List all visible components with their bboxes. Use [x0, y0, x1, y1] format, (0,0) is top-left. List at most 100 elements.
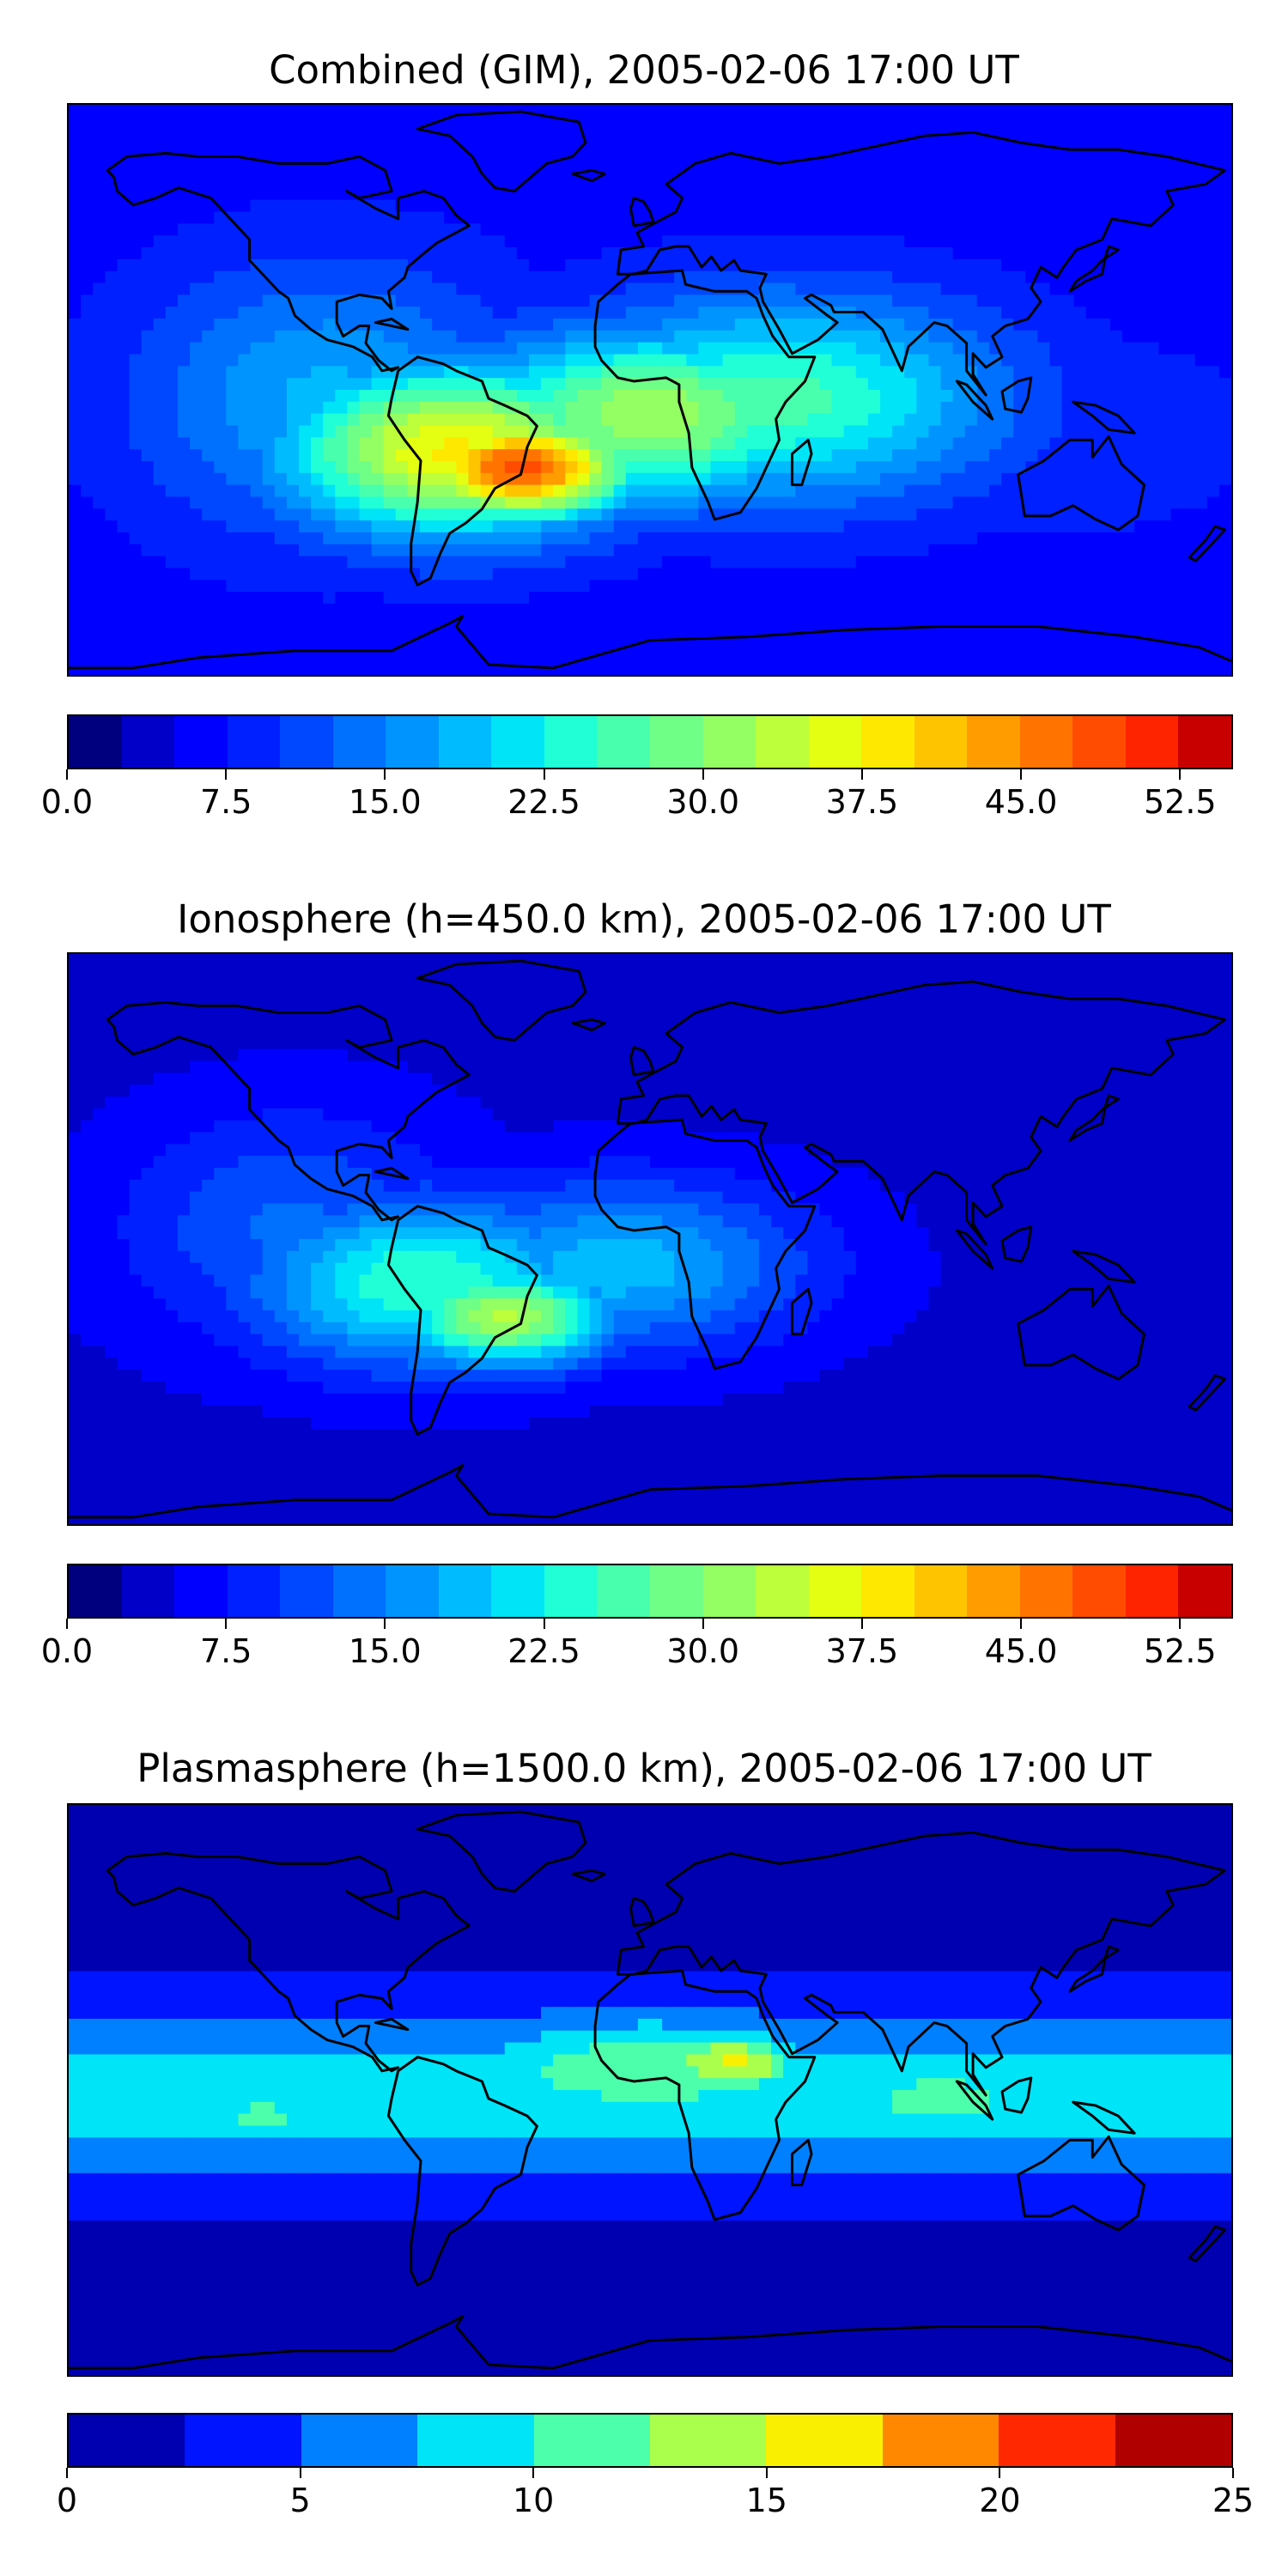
colorbar-segment — [882, 2415, 999, 2466]
colorbar-tick — [299, 2468, 301, 2478]
colorbar-segment — [861, 1565, 914, 1617]
colorbar-segment — [301, 2415, 418, 2466]
coastline-borneo — [1000, 376, 1033, 414]
colorbar-segment — [332, 1565, 386, 1617]
colorbar-segment — [121, 1565, 175, 1617]
colorbar-tick-label: 15.0 — [349, 1632, 422, 1670]
colorbar-segment — [174, 1565, 228, 1617]
coastline-indonesia — [955, 380, 994, 421]
coastline-new-guinea — [1072, 2100, 1136, 2135]
coastline-antarctica — [69, 1464, 1231, 1519]
coastline-australia — [1017, 1284, 1145, 1381]
colorbar-segment — [544, 716, 598, 768]
coastline-africa — [593, 269, 817, 521]
coastline-africa — [593, 1118, 817, 1370]
colorbar-tick — [225, 1619, 228, 1629]
colorbar-tick — [384, 769, 386, 780]
colorbar-tick-label: 37.5 — [825, 783, 899, 821]
coastline-indonesia — [955, 2080, 994, 2121]
colorbar-segment — [808, 716, 862, 768]
coastline-australia — [1017, 434, 1145, 532]
colorbar-segment — [597, 1565, 651, 1617]
colorbar-segment — [280, 1565, 333, 1617]
coastline-greenland — [416, 1810, 587, 1893]
colorbar-ionosphere — [67, 1564, 1233, 1619]
colorbar-tick — [225, 769, 228, 780]
coastline-indonesia — [955, 1229, 994, 1270]
coastline-greenland — [416, 110, 587, 193]
colorbar-tick-label: 15.0 — [349, 783, 422, 821]
colorbar-segment — [650, 716, 703, 768]
coastline-iceland — [571, 1868, 606, 1883]
colorbar-tick-label: 52.5 — [1143, 1632, 1217, 1670]
colorbar-tick-label: 7.5 — [199, 1632, 252, 1670]
colorbar-segment — [332, 716, 386, 768]
colorbar-segment — [650, 2415, 767, 2466]
colorbar-segment — [861, 716, 914, 768]
panel-title: Plasmasphere (h=1500.0 km), 2005-02-06 1… — [137, 1746, 1151, 1791]
colorbar-tick — [66, 769, 68, 780]
coastline-cuba — [374, 2018, 410, 2032]
coastline-japan — [1068, 245, 1120, 293]
colorbar-tick — [1179, 1619, 1182, 1629]
colorbar-segment — [597, 716, 651, 768]
contour-fill — [69, 1805, 1231, 2375]
contour-fill — [69, 954, 1231, 1524]
colorbar-tick — [543, 1619, 545, 1629]
coastline-south-america — [386, 355, 538, 586]
colorbar-segment — [386, 716, 439, 768]
colorbar-tick-label: 0.0 — [40, 1632, 94, 1670]
colorbar-segment — [69, 716, 122, 768]
coastline-south-america — [386, 1205, 538, 1436]
map-combined — [67, 103, 1233, 677]
coastlines — [69, 110, 1231, 670]
coastline-iceland — [571, 1018, 606, 1032]
colorbar-segment — [280, 716, 333, 768]
colorbar-tick-label: 22.5 — [507, 1632, 580, 1670]
coastline-borneo — [1000, 1225, 1033, 1263]
colorbar-tick-label: 15 — [745, 2482, 787, 2519]
colorbar-segment — [999, 2415, 1115, 2466]
coastline-eurasia — [616, 131, 1227, 397]
colorbar-tick — [860, 1619, 863, 1629]
coastline-antarctica — [69, 2315, 1231, 2370]
colorbar-tick — [999, 2468, 1001, 2478]
coastline-madagascar — [791, 1287, 813, 1336]
coastline-new-zealand — [1188, 525, 1227, 562]
coastline-new-zealand — [1188, 1374, 1227, 1412]
colorbar-segment — [650, 1565, 703, 1617]
colorbar-tick — [1179, 769, 1182, 780]
colorbar-plasmasphere — [67, 2413, 1233, 2468]
coastline-cuba — [374, 318, 410, 331]
coastline-antarctica — [69, 615, 1231, 670]
colorbar-segment — [121, 716, 175, 768]
colorbar-tick-label: 0 — [56, 2482, 78, 2519]
colorbar-tick — [1020, 769, 1023, 780]
colorbar-segment — [1125, 716, 1179, 768]
coastline-eurasia — [616, 1831, 1227, 2097]
map-plasmasphere — [67, 1803, 1233, 2377]
colorbar-segment — [1115, 2415, 1232, 2466]
coastline-madagascar — [791, 438, 813, 487]
colorbar-tick — [543, 769, 545, 780]
coastlines — [69, 959, 1231, 1519]
coastline-africa — [593, 1969, 817, 2221]
colorbar-segment — [1072, 1565, 1126, 1617]
coastline-australia — [1017, 2135, 1145, 2232]
panel-title: Ionosphere (h=450.0 km), 2005-02-06 17:0… — [177, 896, 1111, 942]
colorbar-tick — [1232, 2468, 1234, 2478]
colorbar-segment — [438, 716, 492, 768]
colorbar-segment — [69, 2415, 185, 2466]
colorbar-tick-label: 22.5 — [507, 783, 580, 821]
coastline-eurasia — [616, 980, 1227, 1246]
colorbar-segment — [533, 2415, 651, 2466]
colorbar-tick-label: 45.0 — [984, 783, 1058, 821]
colorbar-segment — [185, 2415, 301, 2466]
contour-map — [69, 105, 1231, 675]
colorbar-segment — [1072, 716, 1126, 768]
coastline-britain — [629, 1897, 655, 1928]
colorbar-segment — [702, 716, 756, 768]
colorbar-tick-label: 52.5 — [1143, 783, 1217, 821]
coastline-north-america — [106, 1851, 471, 2073]
coastlines — [69, 1810, 1231, 2370]
